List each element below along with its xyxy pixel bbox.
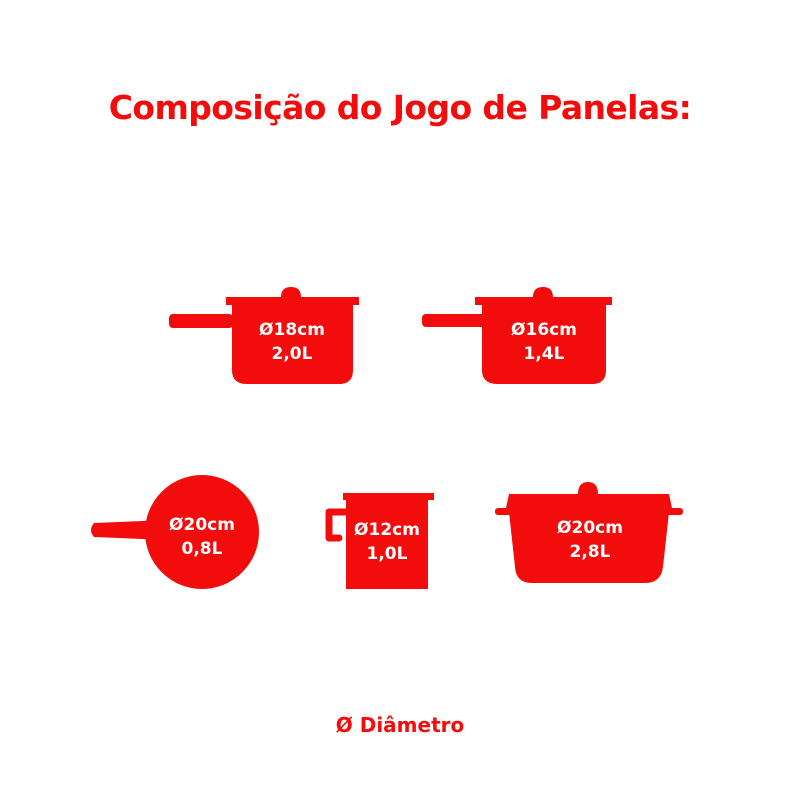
frying-pan-icon [91, 475, 259, 589]
pan-label-5: Ø20cm 2,8L [540, 516, 640, 564]
pan-handle [422, 314, 488, 327]
diameter-text: Ø16cm [511, 320, 577, 340]
capacity-text: 1,4L [523, 344, 565, 364]
pan-body [226, 297, 359, 384]
diameter-text: Ø20cm [557, 518, 623, 538]
diameter-text: Ø20cm [169, 515, 235, 535]
pan-label-2: Ø16cm 1,4L [494, 318, 594, 366]
pan-body [145, 475, 259, 589]
pan-handle [169, 314, 233, 328]
pan-body [475, 297, 612, 384]
capacity-text: 2,8L [569, 542, 611, 562]
casserole-lid [506, 494, 672, 508]
pan-label-3: Ø20cm 0,8L [152, 513, 252, 561]
page-title: Composição do Jogo de Panelas: [108, 88, 692, 127]
pan-lid-knob [281, 287, 301, 297]
diameter-text: Ø12cm [354, 520, 420, 540]
capacity-text: 0,8L [181, 539, 223, 559]
milk-pot-icon [325, 493, 434, 589]
pan-label-4: Ø12cm 1,0L [337, 518, 437, 566]
capacity-text: 2,0L [271, 344, 313, 364]
casserole-lid-knob [578, 482, 598, 494]
casserole-body [509, 512, 669, 583]
capacity-text: 1,0L [366, 544, 408, 564]
pan-label-1: Ø18cm 2,0L [242, 318, 342, 366]
pot-body [343, 493, 434, 589]
pan-lid-knob [533, 287, 553, 297]
pot-handle [325, 508, 351, 542]
diameter-legend: Ø Diâmetro [335, 713, 465, 737]
saucepan-icon-1 [169, 287, 359, 384]
casserole-icon [495, 482, 683, 583]
saucepan-icon-2 [422, 287, 612, 384]
diameter-text: Ø18cm [259, 320, 325, 340]
